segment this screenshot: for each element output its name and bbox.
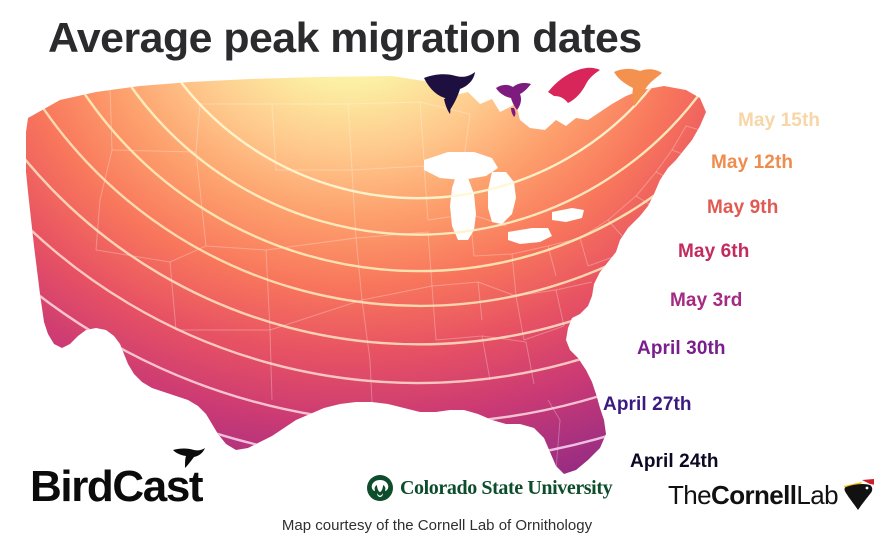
cornell-bold: Cornell [711,479,797,510]
contour-label-april-24: April 24th [630,451,719,472]
csu-logo-text: Colorado State University [400,476,613,499]
bird-silhouette-3-icon [548,67,600,103]
contour-label-may-15: May 15th [738,110,821,131]
cornell-lab-logo: TheCornellLab [668,478,874,512]
page-title: Average peak migration dates [48,14,642,61]
bird-silhouette-1-icon [424,72,475,114]
map-caption: Map courtesy of the Cornell Lab of Ornit… [281,517,593,534]
contour-label-may-6: May 6th [678,241,750,262]
cornell-the: The [668,479,712,510]
birdcast-logo: BirdCast [30,462,204,511]
woodpecker-icon [843,479,874,510]
birdcast-bird-icon [173,448,205,468]
contour-label-may-12: May 12th [711,152,794,173]
contour-label-may-3: May 3rd [670,290,743,311]
cornell-logo-text: TheCornellLab [668,479,839,511]
cornell-lab: Lab [796,479,838,510]
bird-silhouette-4-icon [614,68,662,106]
contour-label-april-27: April 27th [603,394,692,415]
csu-ram-icon [367,475,393,501]
colorado-state-university-logo: Colorado State University [366,474,613,502]
contour-label-april-30: April 30th [637,338,726,359]
contour-label-may-9: May 9th [707,197,779,218]
bird-silhouette-2-icon [496,83,531,117]
